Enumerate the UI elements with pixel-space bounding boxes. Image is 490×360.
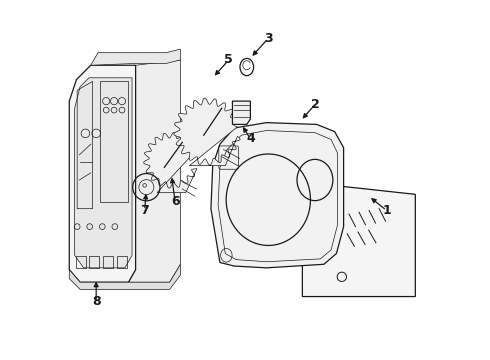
Bar	[76, 256, 86, 268]
Polygon shape	[302, 184, 416, 297]
Text: 8: 8	[92, 296, 100, 309]
Polygon shape	[128, 60, 180, 282]
Text: 1: 1	[382, 204, 391, 217]
Polygon shape	[69, 264, 180, 289]
Polygon shape	[211, 123, 343, 268]
Text: 7: 7	[140, 204, 149, 217]
Polygon shape	[69, 65, 136, 282]
Bar	[117, 256, 126, 268]
Text: 2: 2	[311, 98, 319, 111]
Polygon shape	[74, 78, 132, 268]
Text: 6: 6	[171, 195, 179, 208]
Polygon shape	[232, 101, 250, 125]
Polygon shape	[91, 49, 180, 65]
Text: 5: 5	[224, 53, 233, 66]
Text: 3: 3	[264, 32, 272, 45]
Bar	[89, 256, 99, 268]
Polygon shape	[174, 98, 240, 166]
Text: 4: 4	[246, 132, 255, 145]
Bar	[103, 256, 113, 268]
Polygon shape	[144, 132, 197, 193]
